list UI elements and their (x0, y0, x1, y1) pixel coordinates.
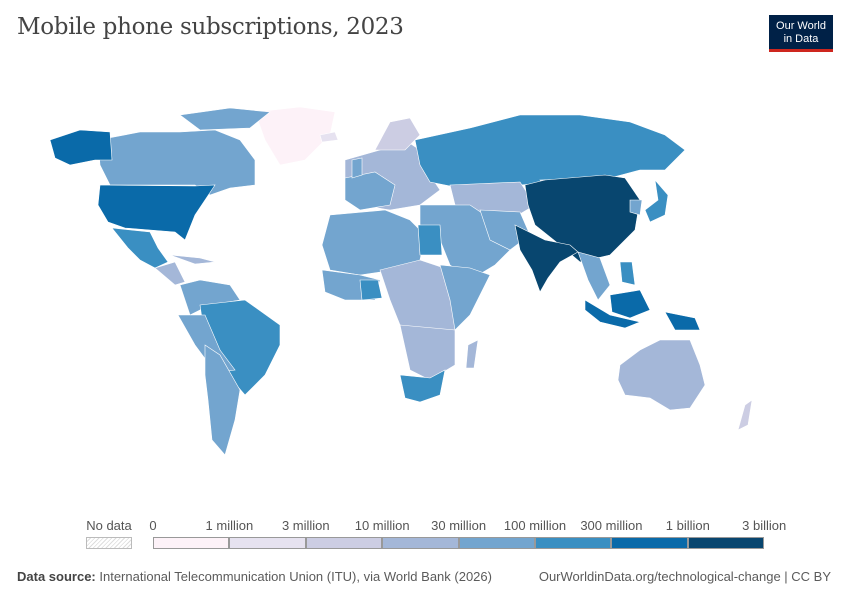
country-south-africa[interactable] (399, 369, 446, 403)
owid-logo[interactable]: Our World in Data (769, 15, 833, 52)
legend-label: 100 million (503, 518, 567, 533)
country-southeast-asia[interactable] (577, 251, 611, 301)
source-url[interactable]: OurWorldinData.org/technological-change … (538, 569, 831, 584)
country-australia[interactable] (617, 339, 706, 411)
country-central-america[interactable] (154, 261, 186, 286)
country-mexico[interactable] (111, 227, 169, 269)
country-cuba-caribbean[interactable] (169, 254, 216, 265)
legend-bin[interactable] (535, 537, 612, 549)
country-nigeria[interactable] (359, 279, 383, 301)
country-southern-africa[interactable] (399, 324, 456, 381)
country-philippines[interactable] (619, 261, 636, 286)
legend-bin[interactable] (611, 537, 688, 549)
source-text[interactable]: International Telecommunication Union (I… (99, 569, 492, 584)
country-canada-islands[interactable] (179, 107, 271, 131)
source-label: Data source: (17, 569, 96, 584)
country-argentina-chile[interactable] (204, 344, 241, 456)
legend-bin[interactable] (458, 537, 535, 549)
country-korea[interactable] (629, 199, 643, 216)
legend-label: 1 million (205, 518, 254, 533)
legend-label: 10 million (354, 518, 410, 533)
country-scandinavia[interactable] (374, 117, 421, 151)
country-india[interactable] (514, 224, 579, 293)
country-papua[interactable] (664, 311, 701, 331)
country-iceland[interactable] (319, 131, 339, 143)
legend: No data 0 1 million 3 million 10 million 30 … (0, 510, 850, 555)
data-source: Data source: International Telecommunica… (17, 569, 492, 584)
legend-bin[interactable] (305, 537, 383, 549)
country-indonesia[interactable] (584, 299, 641, 329)
legend-label: 30 million (431, 518, 487, 533)
legend-label: 0 (149, 518, 157, 533)
country-greenland[interactable] (254, 106, 336, 166)
country-madagascar[interactable] (465, 339, 479, 369)
legend-bin[interactable] (153, 537, 230, 549)
country-western-europe[interactable] (344, 171, 396, 211)
legend-bin[interactable] (229, 537, 306, 549)
country-japan[interactable] (644, 179, 669, 223)
legend-bin[interactable] (382, 537, 459, 549)
country-alaska[interactable] (49, 129, 113, 166)
legend-no-data-label: No data (86, 518, 132, 533)
logo-line-1: Our World (776, 20, 826, 32)
country-borneo-sulawesi[interactable] (609, 289, 651, 319)
logo-line-2: in Data (783, 32, 819, 45)
country-united-states[interactable] (97, 184, 216, 241)
legend-label: 3 billion (742, 518, 787, 533)
legend-bin[interactable] (687, 537, 765, 549)
country-new-zealand[interactable] (737, 399, 753, 431)
country-egypt[interactable] (417, 224, 443, 256)
legend-label: 3 million (281, 518, 330, 533)
country-china[interactable] (524, 174, 641, 263)
country-uk[interactable] (351, 157, 363, 179)
country-east-africa[interactable] (439, 264, 491, 331)
legend-no-data-swatch[interactable] (86, 537, 132, 549)
world-map (49, 106, 753, 456)
legend-label: 1 billion (665, 518, 710, 533)
legend-label: 300 million (580, 518, 643, 533)
country-russia[interactable] (414, 114, 686, 191)
chart-title: Mobile phone subscriptions, 2023 (17, 14, 404, 40)
